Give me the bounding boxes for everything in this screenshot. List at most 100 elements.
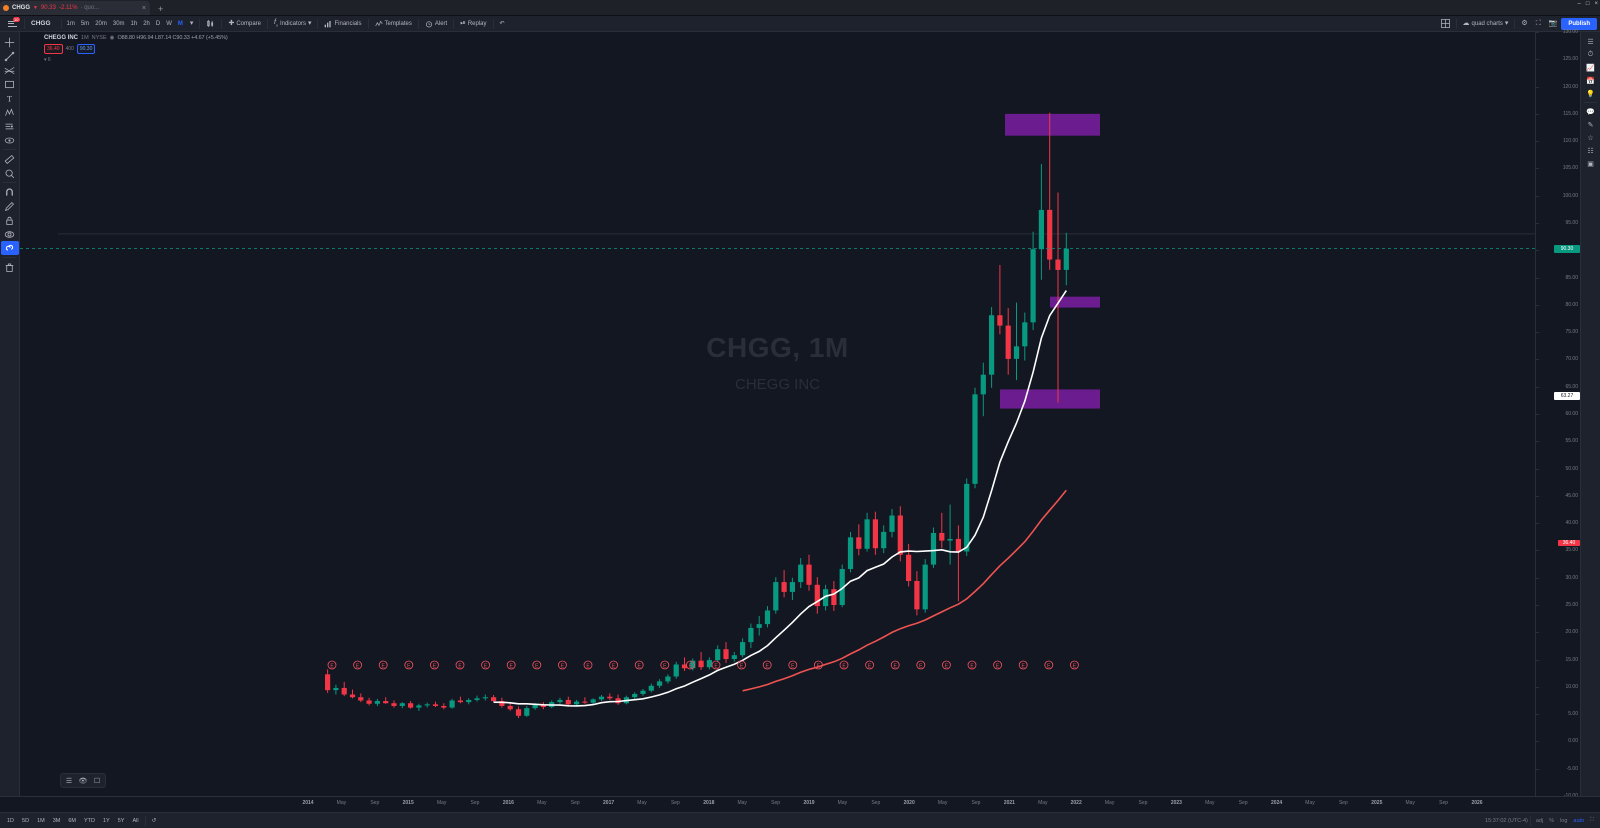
range-1Y[interactable]: 1Y	[102, 817, 110, 824]
toggle-auto[interactable]: auto	[1573, 817, 1585, 824]
trend-line-icon[interactable]	[1, 49, 19, 63]
earnings-marker[interactable]: E	[942, 660, 951, 670]
indicator-value-blue[interactable]: 90.30	[76, 44, 96, 54]
range-1M[interactable]: 1M	[37, 817, 45, 824]
ideas-icon[interactable]: 💡	[1586, 90, 1595, 98]
demand-zone[interactable]	[1000, 389, 1100, 409]
text-icon[interactable]: T	[1, 91, 19, 105]
settings-button[interactable]: ⚙	[1517, 17, 1531, 30]
layout-name-button[interactable]: ☁ quad charts ▾	[1459, 17, 1513, 30]
earnings-marker[interactable]: E	[993, 660, 1002, 670]
earnings-marker[interactable]: E	[506, 660, 516, 670]
earnings-marker[interactable]: E	[660, 660, 670, 670]
earnings-marker[interactable]: E	[890, 660, 900, 670]
legend-eye-icon[interactable]: ◉	[109, 35, 115, 41]
earnings-marker[interactable]: E	[788, 660, 798, 670]
resolution-30m[interactable]: 30m	[112, 20, 125, 27]
resolution-20m[interactable]: 20m	[95, 20, 107, 27]
earnings-marker[interactable]: E	[634, 660, 644, 670]
visibility-icon[interactable]	[1, 133, 19, 147]
earnings-marker[interactable]: E	[583, 660, 593, 670]
main-chart-pane[interactable]: CHGG, 1M CHEGG INC CHEGG INC 1M NYSE ◉ O…	[20, 32, 1535, 796]
trash-icon[interactable]	[1, 260, 19, 274]
earnings-marker[interactable]: E	[737, 660, 746, 670]
compare-button[interactable]: ✚ Compare	[224, 17, 265, 30]
chevron-down-icon[interactable]: ▾	[44, 57, 47, 63]
maximize-icon[interactable]: □	[1585, 1, 1590, 7]
chevron-down-icon[interactable]: ▾	[1504, 20, 1509, 27]
range-6M[interactable]: 6M	[68, 817, 76, 824]
pattern-icon[interactable]	[1, 105, 19, 119]
trash-icon[interactable]: ☐	[93, 777, 101, 785]
earnings-marker[interactable]: E	[404, 660, 414, 670]
earnings-marker[interactable]: E	[839, 660, 849, 670]
resolution-M[interactable]: M	[177, 20, 183, 27]
earnings-marker[interactable]: E	[429, 660, 439, 670]
zoom-icon[interactable]	[1, 166, 19, 180]
forecast-icon[interactable]	[1, 119, 19, 133]
earnings-marker[interactable]: E	[916, 660, 926, 670]
earnings-marker[interactable]: E	[711, 660, 721, 670]
legend-symbol[interactable]: CHEGG INC	[44, 35, 79, 41]
earnings-marker[interactable]: E	[1018, 660, 1028, 670]
earnings-marker[interactable]: E	[532, 660, 542, 670]
range-5D[interactable]: 5D	[22, 817, 30, 824]
minimize-icon[interactable]: –	[1577, 1, 1581, 7]
eye-icon[interactable]	[1, 227, 19, 241]
earnings-marker[interactable]: E	[686, 660, 695, 670]
fib-retracement-icon[interactable]	[1, 63, 19, 77]
hotlist-icon[interactable]: 📈	[1586, 64, 1595, 72]
close-icon[interactable]: ×	[141, 4, 146, 12]
supply-zone-top[interactable]	[1005, 113, 1100, 136]
main-menu-button[interactable]: 10	[3, 17, 22, 30]
rectangle-icon[interactable]	[1, 77, 19, 91]
floating-drawing-toolbar[interactable]: ☰ 👁 ☐	[60, 773, 106, 788]
chart-style-button[interactable]	[202, 17, 219, 30]
new-tab-button[interactable]: +	[158, 4, 164, 14]
range-All[interactable]: All	[132, 817, 139, 824]
earnings-marker[interactable]: E	[814, 660, 823, 670]
publish-button[interactable]: Publish	[1561, 17, 1597, 30]
earnings-marker[interactable]: E	[481, 660, 491, 670]
range-YTD[interactable]: YTD	[83, 817, 95, 824]
calendar-icon[interactable]: 📅	[1586, 77, 1595, 85]
snapshot-button[interactable]: 📷	[1545, 17, 1562, 30]
chat-icon[interactable]: 💬	[1586, 108, 1595, 116]
toggle-adj[interactable]: adj	[1535, 817, 1544, 824]
earnings-marker[interactable]: E	[353, 660, 363, 670]
eye-icon[interactable]: 👁	[78, 777, 88, 785]
financials-button[interactable]: Financials	[320, 17, 365, 30]
list-icon[interactable]: ☰	[65, 777, 73, 785]
resolution-D[interactable]: D	[155, 20, 161, 27]
earnings-marker[interactable]: E	[609, 660, 618, 670]
range-1D[interactable]: 1D	[7, 817, 15, 824]
toggle-log[interactable]: log	[1560, 817, 1568, 824]
toggle-percent[interactable]: %	[1549, 817, 1555, 824]
earnings-marker[interactable]: E	[1070, 660, 1079, 670]
indicators-button[interactable]: fx Indicators ▾	[270, 17, 315, 30]
ideas2-icon[interactable]: ☆	[1587, 134, 1594, 142]
alert-button[interactable]: Alert	[421, 17, 451, 30]
legend-collapsed-row[interactable]: ▾ 6	[44, 56, 228, 64]
legend-main-row[interactable]: CHEGG INC 1M NYSE ◉ O88.80 H96.94 L87.14…	[44, 34, 228, 42]
resolution-2h[interactable]: 2h	[143, 20, 150, 27]
resolution-5m[interactable]: 5m	[80, 20, 90, 27]
brush-icon[interactable]	[1, 199, 19, 213]
undo-button[interactable]: ↶	[499, 21, 505, 27]
objects-icon[interactable]: ▣	[1587, 160, 1594, 168]
templates-button[interactable]: Templates	[371, 17, 416, 30]
indicator-value-red[interactable]: 36.40	[44, 44, 63, 54]
window-close-icon[interactable]: ×	[1594, 1, 1598, 7]
resolution-1m[interactable]: 1m	[66, 20, 75, 27]
mid-zone[interactable]	[1050, 296, 1100, 308]
earnings-marker[interactable]: E	[558, 660, 567, 670]
earnings-marker[interactable]: E	[967, 660, 977, 670]
chevron-down-icon[interactable]: ▾	[307, 20, 312, 27]
crosshair-icon[interactable]	[1, 35, 19, 49]
range-3M[interactable]: 3M	[52, 817, 61, 824]
watchlist-icon[interactable]: ☰	[1587, 38, 1594, 46]
magnet-icon[interactable]	[1, 185, 19, 199]
replay-button[interactable]: ⏯ Replay	[456, 17, 490, 30]
earnings-marker[interactable]: E	[327, 660, 337, 670]
reset-icon[interactable]: ↺	[151, 817, 157, 824]
